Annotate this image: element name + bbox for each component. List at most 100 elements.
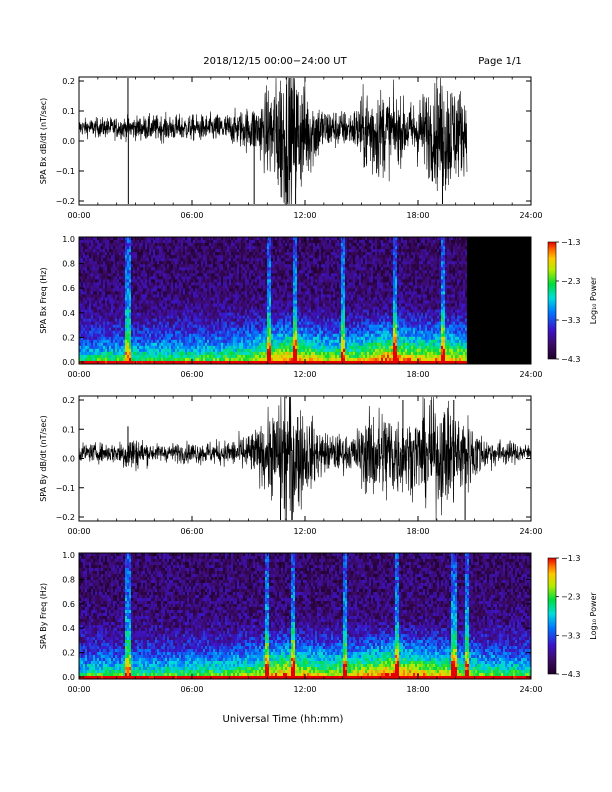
spectrogram-cell <box>295 312 298 316</box>
spectrogram-cell <box>255 315 258 319</box>
spectrogram-cell <box>139 288 142 292</box>
spectrogram-cell <box>187 273 190 277</box>
spectrogram-cell <box>279 300 282 304</box>
spectrogram-cell <box>127 318 130 322</box>
spectrogram-cell <box>165 297 168 301</box>
spectrogram-cell <box>159 312 162 316</box>
spectrogram-cell <box>125 324 128 329</box>
spectrogram-cell <box>117 306 120 310</box>
spectrogram-cell <box>79 330 82 335</box>
spectrogram-cell <box>261 279 264 283</box>
spectrogram-cell <box>263 270 266 274</box>
spectrogram-cell <box>293 354 296 359</box>
spectrogram-cell <box>225 264 228 268</box>
spectrogram-cell <box>183 303 186 307</box>
spectrogram-cell <box>145 255 148 259</box>
spectrogram-cell <box>177 339 180 344</box>
spectrogram-cell <box>201 342 204 347</box>
spectrogram-cell <box>95 306 98 310</box>
spectrogram-cell <box>297 294 300 298</box>
spectrogram-cell <box>99 321 102 325</box>
spectrogram-cell <box>95 288 98 292</box>
spectrogram-cell <box>79 309 82 313</box>
spectrogram-cell <box>143 327 146 332</box>
spectrogram-cell <box>309 288 312 292</box>
spectrogram-cell <box>271 273 274 277</box>
spectrogram-cell <box>257 285 260 289</box>
spectrogram-cell <box>111 348 114 353</box>
spectrogram-cell <box>185 297 188 301</box>
spectrogram-cell <box>91 249 94 253</box>
spectrogram-cell <box>85 285 88 289</box>
spectrogram-cell <box>81 312 84 316</box>
spectrogram-cell <box>237 276 240 280</box>
spectrogram-cell <box>189 321 192 325</box>
spectrogram-cell <box>273 300 276 304</box>
spectrogram-cell <box>265 270 268 274</box>
spectrogram-cell <box>199 300 202 304</box>
spectrogram-cell <box>211 282 214 286</box>
spectrogram-cell <box>177 237 180 241</box>
spectrogram-cell <box>305 240 308 244</box>
spectrogram-cell <box>165 324 168 329</box>
spectrogram-cell <box>203 294 206 298</box>
spectrogram-cell <box>139 255 142 259</box>
spectrogram-cell <box>205 258 208 262</box>
spectrogram-cell <box>171 348 174 353</box>
spectrogram-cell <box>273 324 276 329</box>
spectrogram-cell <box>193 342 196 347</box>
spectrogram-cell <box>227 270 230 274</box>
spectrogram-cell <box>279 240 282 244</box>
spectrogram-cell <box>195 267 198 271</box>
spectrogram-cell <box>197 312 200 316</box>
spectrogram-cell <box>219 336 222 341</box>
spectrogram-cell <box>239 348 242 353</box>
spectrogram-cell <box>223 309 226 313</box>
spectrogram-cell <box>91 285 94 289</box>
spectrogram-cell <box>279 336 282 341</box>
spectrogram-cell <box>225 318 228 322</box>
spectrogram-cell <box>139 246 142 250</box>
spectrogram-cell <box>293 276 296 280</box>
spectrogram-cell <box>127 309 130 313</box>
spectrogram-cell <box>289 342 292 347</box>
spectrogram-cell <box>91 354 94 359</box>
spectrogram-cell <box>109 351 112 356</box>
spectrogram-cell <box>203 312 206 316</box>
spectrogram-cell <box>213 297 216 301</box>
spectrogram-cell <box>203 315 206 319</box>
spectrogram-cell <box>291 282 294 286</box>
spectrogram-cell <box>239 306 242 310</box>
spectrogram-cell <box>131 336 134 341</box>
spectrogram-cell <box>133 240 136 244</box>
spectrogram-cell <box>297 309 300 313</box>
spectrogram-cell <box>167 357 170 362</box>
spectrogram-cell <box>169 342 172 347</box>
spectrogram-cell <box>207 345 210 350</box>
spectrogram-cell <box>237 342 240 347</box>
spectrogram-cell <box>251 288 254 292</box>
spectrogram-cell <box>213 330 216 335</box>
spectrogram-cell <box>147 357 150 362</box>
spectrogram-cell <box>271 312 274 316</box>
spectrogram-cell <box>311 237 314 241</box>
spectrogram-cell <box>147 306 150 310</box>
spectrogram-cell <box>271 360 274 365</box>
spectrogram-cell <box>99 258 102 262</box>
spectrogram-cell <box>83 291 86 295</box>
spectrogram-cell <box>109 237 112 241</box>
spectrogram-cell <box>251 345 254 350</box>
spectrogram-cell <box>169 330 172 335</box>
spectrogram-cell <box>195 237 198 241</box>
spectrogram-cell <box>165 282 168 286</box>
spectrogram-cell <box>99 249 102 253</box>
spectrogram-cell <box>261 333 264 338</box>
spectrogram-cell <box>221 258 224 262</box>
spectrogram-cell <box>261 357 264 362</box>
spectrogram-cell <box>171 291 174 295</box>
spectrogram-cell <box>205 261 208 265</box>
spectrogram-cell <box>89 297 92 301</box>
spectrogram-cell <box>215 249 218 253</box>
spectrogram-cell <box>179 312 182 316</box>
spectrogram-cell <box>193 270 196 274</box>
